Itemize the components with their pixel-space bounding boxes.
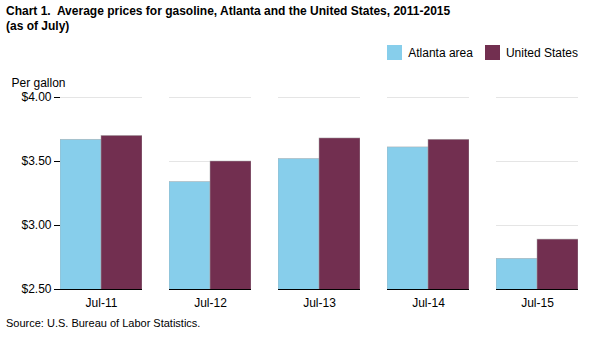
html-text:Chart 1. Average prices for ga: Chart 1. Average prices for gasoline, At… xyxy=(6,4,451,18)
svg-text:Jul-14: Jul-14 xyxy=(412,296,445,310)
svg-text:Jul-12: Jul-12 xyxy=(194,296,227,310)
html-text:(as of July): (as of July) xyxy=(6,19,70,33)
svg-text:Per gallon: Per gallon xyxy=(12,76,66,90)
svg-text:Jul-11: Jul-11 xyxy=(86,296,118,310)
svg-text:Jul-13: Jul-13 xyxy=(303,296,336,310)
svg-text:$4.00: $4.00 xyxy=(21,90,51,104)
html-text:United States: United States xyxy=(506,45,578,60)
html-text:Source: U.S. Bureau of Labor S: Source: U.S. Bureau of Labor Statistics. xyxy=(6,317,201,329)
svg-text:$2.50: $2.50 xyxy=(21,282,51,296)
svg-text:$3.50: $3.50 xyxy=(21,154,51,168)
svg-text:$3.00: $3.00 xyxy=(21,218,51,232)
svg-text:Jul-15: Jul-15 xyxy=(521,296,554,310)
html-text:Atlanta area: Atlanta area xyxy=(408,45,473,60)
